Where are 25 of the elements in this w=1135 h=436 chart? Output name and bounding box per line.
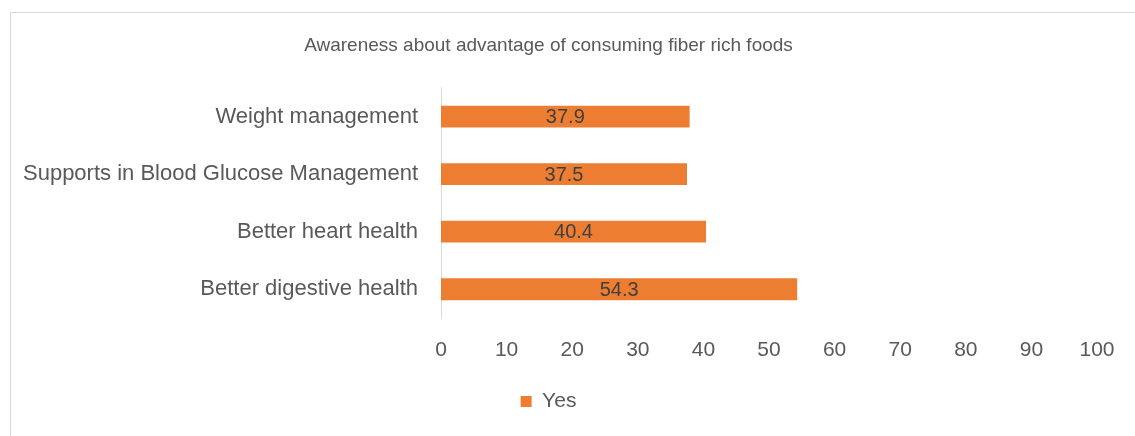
- x-tick-label: 40: [691, 337, 716, 361]
- y-tick-label: Better digestive health: [200, 275, 418, 301]
- chart-title: Awareness about advantage of consuming fiber rich foods: [304, 33, 793, 55]
- x-tick-label: 60: [822, 337, 847, 361]
- data-label: 40.4: [554, 220, 593, 243]
- y-tick-label: Better heart health: [236, 217, 418, 243]
- bar: [441, 220, 707, 243]
- bar: [441, 278, 798, 301]
- x-tick-label: 50: [757, 337, 781, 361]
- x-tick-label: 20: [560, 337, 584, 361]
- x-tick-label: 70: [888, 337, 912, 361]
- x-tick-label: 90: [1019, 337, 1044, 361]
- x-tick-label: 0: [435, 337, 447, 361]
- data-label: 54.3: [599, 277, 639, 300]
- y-tick-label: Supports in Blood Glucose Management: [22, 160, 418, 186]
- bar: [441, 163, 687, 186]
- legend-label: Yes: [542, 388, 577, 412]
- data-label: 37.5: [544, 162, 584, 185]
- x-tick-label: 100: [1079, 337, 1115, 361]
- bar: [441, 105, 690, 128]
- x-tick-label: 30: [626, 337, 650, 361]
- x-tick-label: 80: [954, 337, 978, 361]
- y-tick-label: Weight management: [215, 102, 418, 128]
- x-tick-label: 10: [494, 337, 519, 361]
- data-label: 37.9: [545, 105, 585, 128]
